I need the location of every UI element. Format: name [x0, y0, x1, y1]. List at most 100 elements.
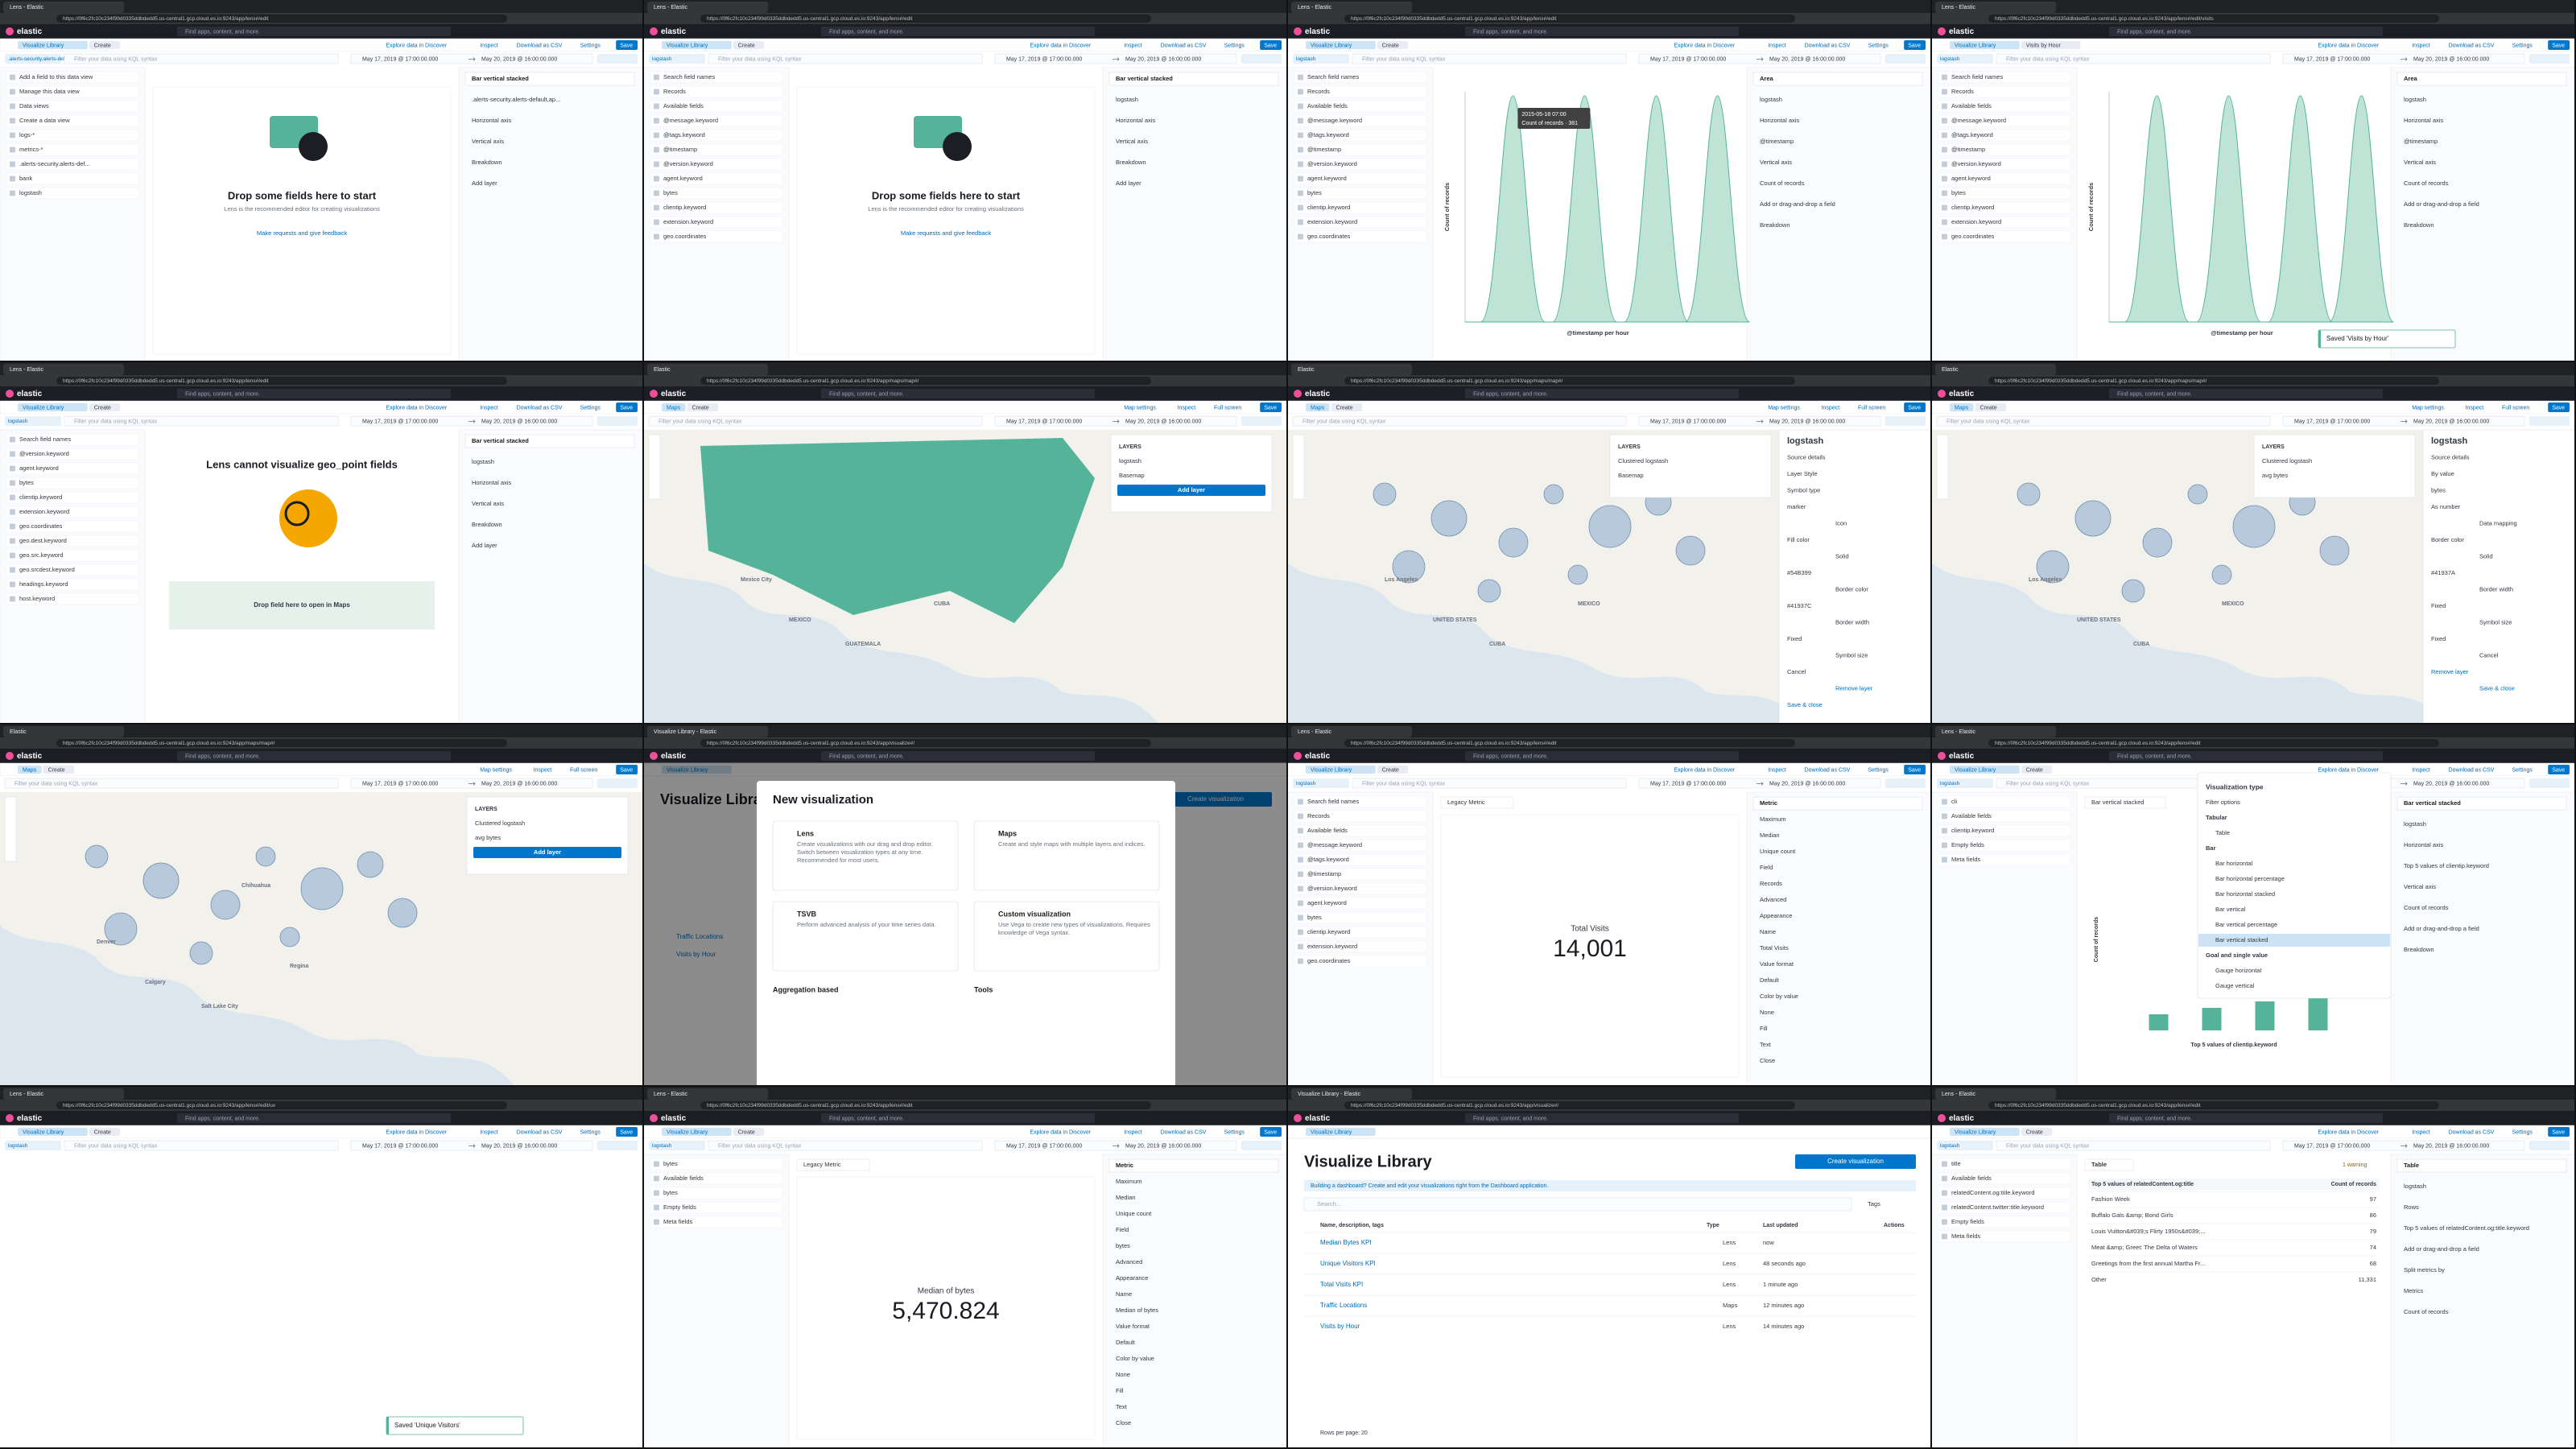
- top-nav-link[interactable]: Inspect: [1124, 1129, 1142, 1135]
- top-nav-link[interactable]: Download as CSV: [517, 405, 563, 411]
- field-item-label[interactable]: Search field names: [19, 436, 71, 443]
- breadcrumb-label[interactable]: Visualize Library: [1311, 1129, 1352, 1135]
- top-nav-link[interactable]: Settings: [2512, 43, 2533, 48]
- field-item-label[interactable]: @message.keyword: [663, 117, 718, 124]
- save-button-label[interactable]: Save: [620, 767, 633, 773]
- field-item-label[interactable]: .alerts-security.alerts-def...: [19, 160, 90, 167]
- field-item-label[interactable]: agent.keyword: [1951, 175, 1991, 182]
- field-item-label[interactable]: Empty fields: [1951, 1218, 1984, 1225]
- top-nav-link[interactable]: Map settings: [1768, 405, 1800, 411]
- save-button-label[interactable]: Save: [620, 405, 633, 411]
- top-nav-link[interactable]: Inspect: [534, 767, 552, 773]
- field-item-label[interactable]: @version.keyword: [1307, 885, 1357, 892]
- field-item-label[interactable]: Empty fields: [663, 1203, 696, 1211]
- top-nav-link[interactable]: Settings: [580, 1129, 601, 1135]
- field-item-label[interactable]: extension.keyword: [663, 218, 713, 225]
- field-item-label[interactable]: @version.keyword: [1951, 160, 2001, 167]
- field-item-label[interactable]: @version.keyword: [1307, 160, 1357, 167]
- breadcrumb-label[interactable]: Create: [1980, 405, 1997, 411]
- field-item-label[interactable]: geo.coordinates: [1951, 233, 1995, 240]
- save-button-label[interactable]: Save: [1264, 43, 1277, 48]
- visualization-name[interactable]: Total Visits KPI: [1320, 1281, 1363, 1288]
- field-item-label[interactable]: Available fields: [1951, 812, 1992, 819]
- field-item-label[interactable]: @tags.keyword: [1951, 131, 1993, 138]
- field-item-label[interactable]: title: [1951, 1160, 1961, 1167]
- field-item-label[interactable]: relatedContent.og:title.keyword: [1951, 1189, 2034, 1196]
- save-button-label[interactable]: Save: [2552, 43, 2565, 48]
- top-nav-link[interactable]: Download as CSV: [1161, 1129, 1207, 1135]
- field-item-label[interactable]: Meta fields: [663, 1218, 693, 1225]
- top-nav-link[interactable]: Download as CSV: [1161, 43, 1207, 48]
- field-item-label[interactable]: Search field names: [1951, 73, 2003, 80]
- field-item-label[interactable]: Records: [1951, 88, 1974, 95]
- top-nav-link[interactable]: Explore data in Discover: [386, 405, 448, 411]
- field-item-label[interactable]: bytes: [1307, 189, 1322, 196]
- top-nav-link[interactable]: Inspect: [1124, 43, 1142, 48]
- field-item-label[interactable]: @timestamp: [1951, 146, 1985, 153]
- breadcrumb-label[interactable]: Create: [1382, 767, 1399, 773]
- option[interactable]: Bar vertical: [2215, 906, 2246, 913]
- top-nav-link[interactable]: Settings: [580, 43, 601, 48]
- field-item-label[interactable]: clientip.keyword: [19, 493, 62, 501]
- breadcrumb-label[interactable]: Create: [1336, 405, 1353, 411]
- top-nav-link[interactable]: Settings: [1868, 43, 1889, 48]
- field-item-label[interactable]: geo.coordinates: [1307, 233, 1351, 240]
- top-nav-link[interactable]: Map settings: [1124, 405, 1156, 411]
- create-button-label[interactable]: Create visualization: [1827, 1158, 1884, 1165]
- field-item-label[interactable]: Records: [1307, 812, 1330, 819]
- option[interactable]: Bar horizontal stacked: [2215, 890, 2275, 898]
- field-item-label[interactable]: relatedContent.twitter:title.keyword: [1951, 1203, 2044, 1211]
- field-item-label[interactable]: Available fields: [1307, 827, 1348, 834]
- field-item-label[interactable]: Meta fields: [1951, 856, 1981, 863]
- save-button-label[interactable]: Save: [620, 1129, 633, 1135]
- breadcrumb-label[interactable]: Create: [1382, 43, 1399, 48]
- breadcrumb-label[interactable]: Maps: [1955, 405, 1969, 411]
- breadcrumb-label[interactable]: Visits by Hour: [2026, 43, 2062, 48]
- top-nav-link[interactable]: Inspect: [1178, 405, 1196, 411]
- top-nav-link[interactable]: Map settings: [480, 767, 512, 773]
- breadcrumb-label[interactable]: Visualize Library: [1311, 767, 1352, 773]
- option[interactable]: Bar horizontal percentage: [2215, 875, 2285, 882]
- field-item-label[interactable]: geo.coordinates: [19, 522, 63, 530]
- field-item-label[interactable]: @timestamp: [663, 146, 697, 153]
- card-title[interactable]: TSVB: [797, 910, 817, 918]
- field-item-label[interactable]: Available fields: [1951, 102, 1992, 109]
- top-nav-link[interactable]: Inspect: [1768, 43, 1786, 48]
- feedback-link[interactable]: Make requests and give feedback: [257, 229, 347, 237]
- field-item-label[interactable]: geo.dest.keyword: [19, 537, 67, 544]
- field-item-label[interactable]: @tags.keyword: [1307, 856, 1349, 863]
- add-layer-label[interactable]: Add layer: [534, 848, 561, 856]
- visualization-name[interactable]: Unique Visitors KPI: [1320, 1260, 1376, 1267]
- breadcrumb-label[interactable]: Visualize Library: [23, 1129, 64, 1135]
- card-title[interactable]: Lens: [797, 829, 814, 837]
- top-nav-link[interactable]: Inspect: [480, 43, 498, 48]
- breadcrumb-label[interactable]: Visualize Library: [23, 43, 64, 48]
- top-nav-link[interactable]: Inspect: [480, 405, 498, 411]
- top-nav-link[interactable]: Settings: [2512, 1129, 2533, 1135]
- top-nav-link[interactable]: Settings: [1224, 43, 1245, 48]
- top-nav-link[interactable]: Inspect: [1822, 405, 1840, 411]
- breadcrumb-label[interactable]: Visualize Library: [1955, 43, 1996, 48]
- field-item-label[interactable]: Empty fields: [1951, 841, 1984, 848]
- top-nav-link[interactable]: Settings: [580, 405, 601, 411]
- top-nav-link[interactable]: Inspect: [1768, 767, 1786, 773]
- option[interactable]: Bar horizontal: [2215, 860, 2253, 867]
- field-item-label[interactable]: geo.coordinates: [663, 233, 707, 240]
- field-item-label[interactable]: Data views: [19, 102, 49, 109]
- field-item-label[interactable]: host.keyword: [19, 595, 55, 602]
- field-item-label[interactable]: headings.keyword: [19, 580, 68, 588]
- save-button-label[interactable]: Save: [1908, 43, 1921, 48]
- top-nav-link[interactable]: Explore data in Discover: [2318, 43, 2380, 48]
- top-nav-link[interactable]: Explore data in Discover: [2318, 767, 2380, 773]
- top-nav-link[interactable]: Download as CSV: [1805, 43, 1851, 48]
- top-nav-link[interactable]: Download as CSV: [517, 43, 563, 48]
- field-item-label[interactable]: extension.keyword: [19, 508, 69, 515]
- breadcrumb-label[interactable]: Create: [94, 405, 111, 411]
- save-button-label[interactable]: Save: [620, 43, 633, 48]
- breadcrumb-label[interactable]: Create: [94, 43, 111, 48]
- breadcrumb-label[interactable]: Maps: [23, 767, 37, 773]
- breadcrumb-label[interactable]: Visualize Library: [1311, 43, 1352, 48]
- breadcrumb-label[interactable]: Maps: [667, 405, 681, 411]
- breadcrumb-label[interactable]: Visualize Library: [667, 43, 708, 48]
- save-button-label[interactable]: Save: [2552, 405, 2565, 411]
